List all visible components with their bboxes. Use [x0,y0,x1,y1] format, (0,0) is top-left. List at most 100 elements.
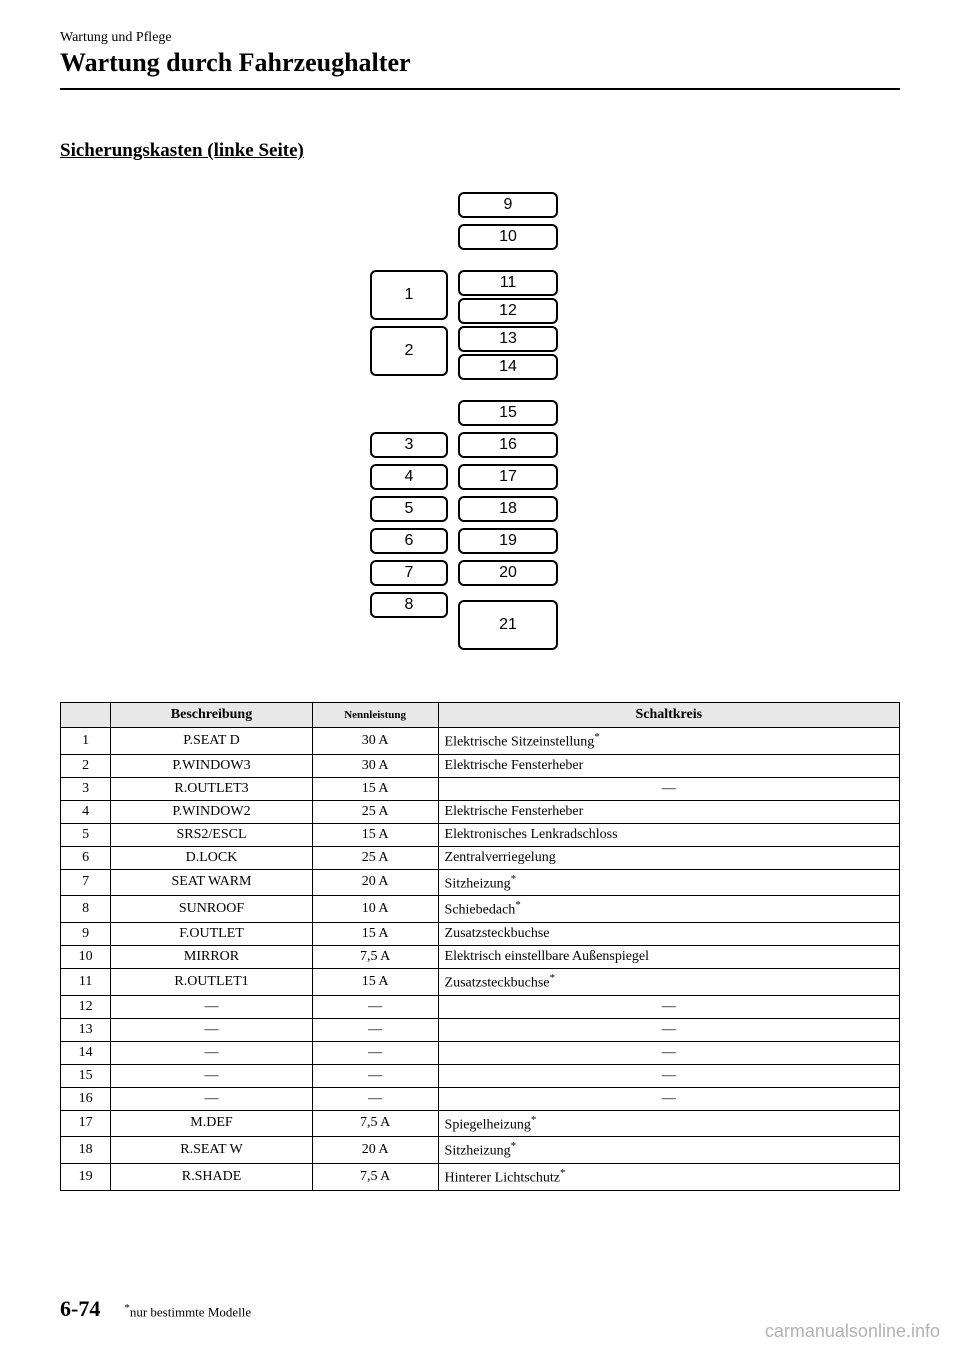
cell-num: 18 [61,1137,111,1164]
fuse-slot: 8 [370,592,448,618]
fuse-slot: 19 [458,528,558,554]
cell-circuit: ― [438,1064,899,1087]
cell-rating: 30 A [312,728,438,755]
cell-desc: SEAT WARM [111,869,312,896]
cell-desc: F.OUTLET [111,922,312,945]
cell-desc: D.LOCK [111,846,312,869]
cell-num: 8 [61,896,111,923]
cell-desc: P.WINDOW3 [111,754,312,777]
cell-desc: R.OUTLET3 [111,777,312,800]
cell-desc: SRS2/ESCL [111,823,312,846]
cell-circuit: ― [438,777,899,800]
subtitle: Sicherungskasten (linke Seite) [60,140,900,162]
table-row: 13――― [61,1018,900,1041]
table-row: 1P.SEAT D30 AElektrische Sitzeinstellung… [61,728,900,755]
cell-circuit: Zentralverriegelung [438,846,899,869]
cell-num: 6 [61,846,111,869]
cell-rating: 15 A [312,823,438,846]
fuse-slot: 7 [370,560,448,586]
fuse-slot: 15 [458,400,558,426]
cell-desc: ― [111,1087,312,1110]
cell-rating: 25 A [312,846,438,869]
cell-rating: 15 A [312,777,438,800]
watermark: carmanualsonline.info [765,1321,940,1342]
fuse-slot: 9 [458,192,558,218]
cell-desc: ― [111,1018,312,1041]
cell-num: 1 [61,728,111,755]
cell-rating: ― [312,1018,438,1041]
cell-rating: 10 A [312,896,438,923]
table-row: 8SUNROOF10 ASchiebedach* [61,896,900,923]
cell-circuit: ― [438,1041,899,1064]
table-row: 17M.DEF7,5 ASpiegelheizung* [61,1110,900,1137]
cell-rating: 20 A [312,869,438,896]
cell-rating: ― [312,1041,438,1064]
cell-rating: 7,5 A [312,1163,438,1190]
cell-circuit: Elektrische Fensterheber [438,754,899,777]
cell-rating: ― [312,1087,438,1110]
fuse-slot: 17 [458,464,558,490]
th-circuit: Schaltkreis [438,703,899,728]
fuse-slot: 10 [458,224,558,250]
footnote: *nur bestimmte Modelle [124,1302,251,1320]
table-row: 3R.OUTLET315 A― [61,777,900,800]
cell-rating: 7,5 A [312,1110,438,1137]
cell-circuit: ― [438,995,899,1018]
cell-rating: 20 A [312,1137,438,1164]
cell-desc: SUNROOF [111,896,312,923]
page-footer: 6-74 *nur bestimmte Modelle [60,1296,900,1322]
page-number: 6-74 [60,1296,100,1322]
cell-circuit: Elektronisches Lenkradschloss [438,823,899,846]
cell-rating: 7,5 A [312,945,438,968]
table-row: 15――― [61,1064,900,1087]
table-row: 7SEAT WARM20 ASitzheizung* [61,869,900,896]
fuse-slot: 2 [370,326,448,376]
cell-rating: 15 A [312,922,438,945]
table-row: 16――― [61,1087,900,1110]
fuse-slot: 5 [370,496,448,522]
fuse-slot: 13 [458,326,558,352]
table-row: 19R.SHADE7,5 AHinterer Lichtschutz* [61,1163,900,1190]
header-small: Wartung und Pflege [60,30,900,46]
cell-desc: P.WINDOW2 [111,800,312,823]
cell-desc: R.OUTLET1 [111,968,312,995]
table-row: 4P.WINDOW225 AElektrische Fensterheber [61,800,900,823]
cell-num: 5 [61,823,111,846]
cell-circuit: Spiegelheizung* [438,1110,899,1137]
fuse-slot: 6 [370,528,448,554]
fuse-slot: 16 [458,432,558,458]
cell-num: 17 [61,1110,111,1137]
cell-circuit: Sitzheizung* [438,869,899,896]
cell-rating: 30 A [312,754,438,777]
cell-num: 11 [61,968,111,995]
cell-rating: 15 A [312,968,438,995]
cell-num: 2 [61,754,111,777]
cell-desc: R.SEAT W [111,1137,312,1164]
fuse-table: Beschreibung Nennleistung Schaltkreis 1P… [60,702,900,1191]
cell-circuit: Sitzheizung* [438,1137,899,1164]
fuse-slot: 4 [370,464,448,490]
fuse-slot: 21 [458,600,558,650]
fuse-slot: 11 [458,270,558,296]
header-large: Wartung durch Fahrzeughalter [60,48,900,78]
fuse-slot: 14 [458,354,558,380]
cell-desc: M.DEF [111,1110,312,1137]
cell-num: 16 [61,1087,111,1110]
cell-num: 9 [61,922,111,945]
table-row: 14――― [61,1041,900,1064]
cell-num: 13 [61,1018,111,1041]
cell-rating: ― [312,995,438,1018]
cell-desc: ― [111,995,312,1018]
cell-num: 19 [61,1163,111,1190]
cell-circuit: Zusatzsteckbuchse* [438,968,899,995]
fuse-slot: 12 [458,298,558,324]
cell-circuit: ― [438,1018,899,1041]
th-desc: Beschreibung [111,703,312,728]
fuse-table-container: Beschreibung Nennleistung Schaltkreis 1P… [60,702,900,1191]
cell-num: 4 [61,800,111,823]
cell-circuit: Elektrische Sitzeinstellung* [438,728,899,755]
fuse-slot: 18 [458,496,558,522]
cell-rating: 25 A [312,800,438,823]
fuse-slot: 20 [458,560,558,586]
table-row: 18R.SEAT W20 ASitzheizung* [61,1137,900,1164]
